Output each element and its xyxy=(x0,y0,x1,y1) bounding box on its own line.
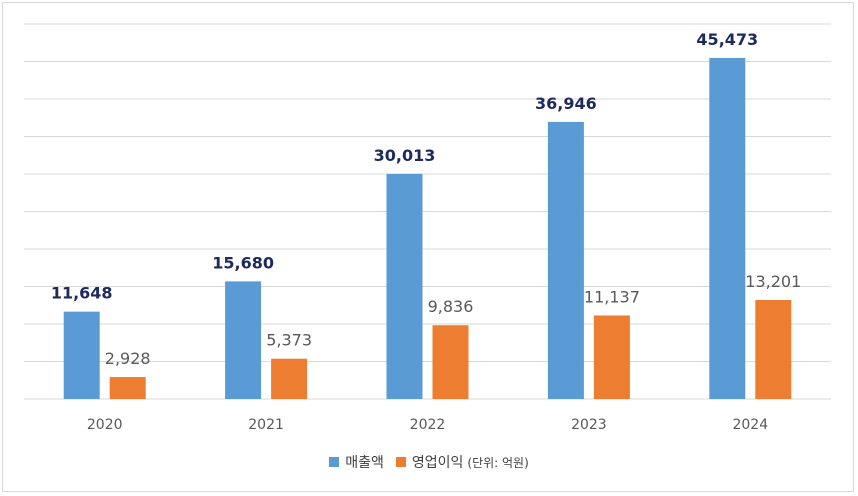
bar-sales-2020 xyxy=(63,311,100,399)
legend-item-profit: 영업이익 (단위: 억원) xyxy=(395,452,529,472)
value-label-profit-2020: 2,928 xyxy=(105,349,151,368)
legend: 매출액 영업이익 (단위: 억원) xyxy=(0,452,858,472)
bar-sales-2024 xyxy=(709,57,746,399)
legend-swatch-profit xyxy=(395,457,406,467)
gridlines xyxy=(24,23,831,400)
value-label-sales-2023: 36,946 xyxy=(535,94,597,113)
bar-profit-2021 xyxy=(271,358,308,399)
bars xyxy=(63,57,792,399)
legend-label-sales: 매출액 xyxy=(345,455,384,471)
value-label-sales-2022: 30,013 xyxy=(374,146,436,165)
value-labels: 11,648 2,928 15,680 5,373 30,013 9,836 36,946 1… xyxy=(51,30,801,368)
legend-label-profit: 영업이익 xyxy=(411,455,464,471)
legend-swatch-sales xyxy=(329,457,340,467)
value-label-profit-2021: 5,373 xyxy=(266,331,312,350)
x-tick-label-2022: 2022 xyxy=(410,417,446,433)
x-tick-label-2024: 2024 xyxy=(732,417,768,433)
bar-sales-2023 xyxy=(547,121,584,399)
legend-item-sales: 매출액 xyxy=(329,452,384,472)
bar-profit-2022 xyxy=(432,325,469,399)
value-label-sales-2020: 11,648 xyxy=(51,284,113,303)
bar-sales-2022 xyxy=(386,173,423,399)
bar-sales-2021 xyxy=(225,281,262,399)
x-tick-label-2021: 2021 xyxy=(248,417,284,433)
x-tick-label-2023: 2023 xyxy=(571,417,607,433)
value-label-profit-2024: 13,201 xyxy=(745,272,801,291)
value-label-profit-2023: 11,137 xyxy=(584,287,640,306)
bar-profit-2024 xyxy=(755,299,792,399)
value-label-sales-2021: 15,680 xyxy=(212,253,274,272)
x-tick-label-2020: 2020 xyxy=(87,417,123,433)
value-label-sales-2024: 45,473 xyxy=(696,30,758,49)
x-tick-labels: 2020 2021 2022 2023 2024 xyxy=(87,417,768,433)
unit-note: (단위: 억원) xyxy=(467,455,529,470)
bar-profit-2020 xyxy=(109,377,146,399)
value-label-profit-2022: 9,836 xyxy=(428,297,474,316)
bar-profit-2023 xyxy=(593,315,630,399)
